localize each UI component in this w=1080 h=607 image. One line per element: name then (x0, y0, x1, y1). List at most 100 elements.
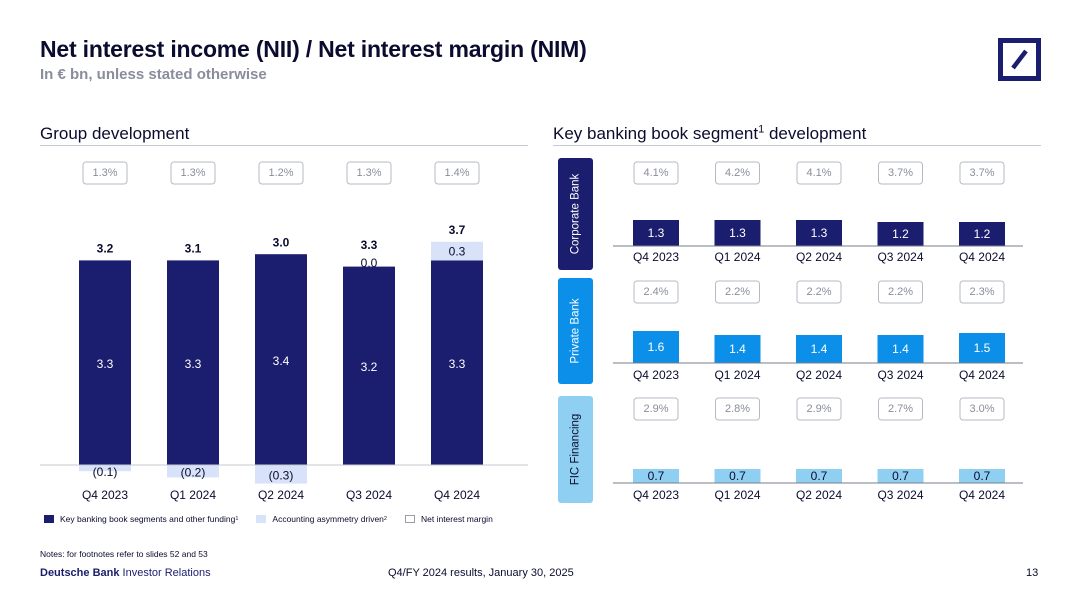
segment-bar-value: 0.7 (892, 469, 909, 483)
total-value: 3.7 (449, 223, 466, 237)
x-tick-label: Q3 2024 (346, 488, 392, 502)
x-tick-label: Q1 2024 (714, 368, 760, 382)
core-bar-value: 3.2 (361, 360, 378, 374)
legend-label-asymmetry: Accounting asymmetry driven (272, 514, 384, 524)
core-bar-value: 3.3 (185, 357, 202, 371)
nim-label-box (878, 280, 923, 304)
asymmetry-bar (167, 465, 219, 478)
core-bar-value: 3.3 (449, 357, 466, 371)
segment-bar-value: 0.7 (648, 469, 665, 483)
x-tick-label: Q4 2023 (82, 488, 128, 502)
page-title: Net interest income (NII) / Net interest… (40, 36, 587, 62)
segment-bar-value: 1.4 (892, 342, 909, 356)
segment-bar (633, 220, 679, 246)
x-tick-label: Q1 2024 (714, 250, 760, 264)
total-value: 3.2 (97, 242, 114, 256)
asymmetry-bar-value: 0.3 (449, 244, 466, 258)
nim-label: 2.4% (643, 286, 668, 298)
segment-bar (877, 469, 924, 483)
segment-bar-value: 1.6 (648, 340, 665, 354)
segment-bar (633, 469, 679, 483)
nim-label: 1.3% (92, 167, 117, 179)
nim-label-box (796, 161, 842, 185)
nim-label: 2.2% (888, 286, 913, 298)
asymmetry-bar (79, 465, 131, 472)
segment-bar-value: 1.2 (974, 227, 991, 241)
nim-label: 3.0% (969, 403, 994, 415)
group-development-title: Group development (40, 124, 190, 143)
asymmetry-bar-value: (0.2) (181, 465, 206, 479)
segment-bar (796, 335, 842, 363)
nim-label: 2.2% (806, 286, 831, 298)
footnotes: Notes: for footnotes refer to slides 52 … (40, 549, 208, 559)
nim-label: 2.7% (888, 403, 913, 415)
segment-bar (714, 335, 761, 363)
nim-label-box (633, 280, 679, 304)
x-tick-label: Q1 2024 (170, 488, 216, 502)
legend-label-nim: Net interest margin (420, 514, 493, 524)
nim-label-box (258, 161, 304, 185)
x-tick-label: Q1 2024 (714, 488, 760, 502)
segment-bar-value: 1.5 (974, 341, 991, 355)
segment-bar-value: 0.7 (974, 469, 991, 483)
segment-tab (558, 158, 593, 270)
page-number: 13 (1026, 567, 1039, 579)
footer-brand: Deutsche Bank Investor Relations (40, 567, 211, 579)
segment-development-chart: Corporate Bank 4.1% 1.3 Q4 2023 4.2% 1.3 Q1 20… (558, 158, 1023, 503)
x-tick-label: Q4 2023 (633, 488, 679, 502)
nim-label: 2.8% (725, 403, 750, 415)
core-bar (79, 260, 131, 465)
asymmetry-bar (431, 241, 483, 261)
segment-bar (877, 222, 924, 246)
nim-label-box (959, 280, 1005, 304)
asymmetry-bar (255, 465, 307, 484)
segment-development-title: Key banking book segment1 development (553, 123, 867, 143)
chart-legend: Key banking book segments and other fund… (44, 514, 511, 524)
segment-bar-value: 0.7 (729, 469, 746, 483)
nim-label: 2.9% (643, 403, 668, 415)
nim-label-box (82, 161, 128, 185)
nim-label-box (796, 397, 842, 421)
segment-bar-value: 1.3 (648, 226, 665, 240)
footer-event: Q4/FY 2024 results, January 30, 2025 (388, 567, 574, 579)
nim-label-box (796, 280, 842, 304)
nim-label: 2.9% (806, 403, 831, 415)
core-bar-value: 3.3 (97, 357, 114, 371)
total-value: 3.3 (361, 238, 378, 252)
core-bar (431, 260, 483, 465)
nim-label-box (715, 397, 760, 421)
legend-label-segments: Key banking book segments and other fund… (60, 514, 236, 524)
nim-label-box (959, 397, 1005, 421)
x-tick-label: Q4 2024 (434, 488, 480, 502)
segment-tab (558, 396, 593, 503)
segment-bar-value: 1.4 (811, 342, 828, 356)
segment-bar-value: 1.4 (729, 342, 746, 356)
left-section-divider (40, 145, 528, 146)
nim-label: 2.2% (725, 286, 750, 298)
x-tick-label: Q2 2024 (796, 488, 842, 502)
nim-label: 2.3% (969, 286, 994, 298)
nim-label: 3.7% (969, 167, 994, 179)
legend-item-asymmetry: Accounting asymmetry driven 2 (256, 514, 387, 524)
group-development-chart: 1.3% 3.3 (0.1) 3.2 Q4 2023 1.3% 3.3 (0.2) 3.1 Q1 … (40, 161, 528, 502)
x-tick-label: Q4 2023 (633, 368, 679, 382)
nim-label: 1.3% (356, 167, 381, 179)
nim-label-box (878, 161, 923, 185)
segment-bar (796, 220, 842, 246)
legend-item-segments: Key banking book segments and other fund… (44, 514, 238, 524)
nim-label-box (346, 161, 392, 185)
segment-bar-value: 1.3 (811, 226, 828, 240)
x-tick-label: Q3 2024 (877, 368, 923, 382)
x-tick-label: Q4 2024 (959, 250, 1005, 264)
x-tick-label: Q2 2024 (796, 250, 842, 264)
nim-label: 1.4% (444, 167, 469, 179)
nim-label: 4.1% (806, 167, 831, 179)
segment-bar-value: 1.3 (729, 226, 746, 240)
nim-label-box (633, 397, 679, 421)
deutsche-bank-logo-icon (998, 38, 1041, 81)
core-bar (167, 260, 219, 465)
segment-bar (633, 331, 679, 363)
x-tick-label: Q3 2024 (877, 488, 923, 502)
page-subtitle: In € bn, unless stated otherwise (40, 66, 267, 83)
x-tick-label: Q2 2024 (258, 488, 304, 502)
